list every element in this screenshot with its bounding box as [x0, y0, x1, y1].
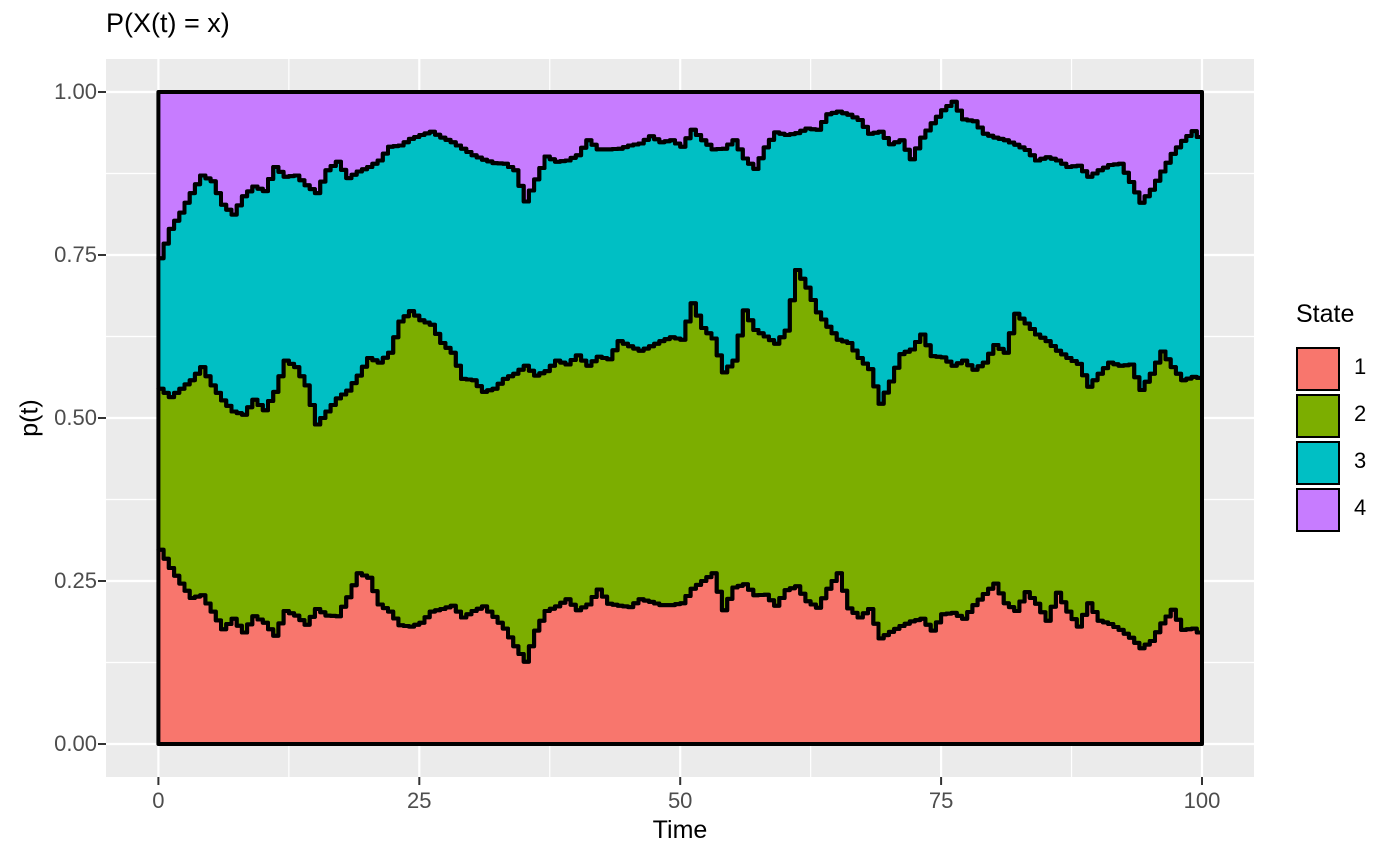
y-tick-label: 0.75: [54, 242, 97, 267]
area-state-1: [158, 549, 1202, 744]
legend-label-state-1: 1: [1354, 354, 1367, 379]
legend-label-state-4: 4: [1354, 495, 1367, 520]
x-tick-label: 50: [667, 788, 693, 813]
y-tick-label: 0.00: [54, 731, 97, 756]
y-tick-label: 0.50: [54, 405, 97, 430]
legend-key-state-4: [1296, 488, 1340, 532]
y-tick-label: 1.00: [54, 79, 97, 104]
x-tick-label: 75: [928, 788, 954, 813]
legend-key-state-3: [1296, 441, 1340, 485]
x-axis-title: Time: [652, 816, 708, 844]
legend-label-state-3: 3: [1354, 448, 1367, 473]
outline-state-4: [156, 90, 1204, 261]
area-state-3: [158, 101, 1202, 425]
legend-key-state-1: [1296, 347, 1340, 391]
area-state-2: [158, 270, 1202, 662]
plot-title: P(X(t) = x): [106, 8, 230, 38]
x-tick-label: 100: [1183, 788, 1221, 813]
legend-key-state-2: [1296, 394, 1340, 438]
x-tick-label: 0: [152, 788, 165, 813]
y-tick-label: 0.25: [54, 568, 97, 593]
legend-label-state-2: 2: [1354, 401, 1367, 426]
x-tick-label: 25: [407, 788, 432, 813]
legend-title: State: [1296, 300, 1355, 328]
